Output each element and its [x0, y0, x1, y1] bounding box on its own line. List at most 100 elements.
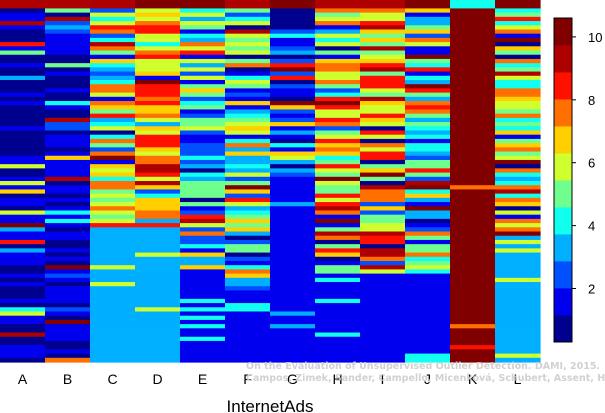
heatmap-cell: [135, 8, 181, 14]
heatmap-cell: [90, 105, 136, 111]
heatmap-cell: [360, 8, 406, 14]
heatmap-cell: [135, 319, 181, 325]
heatmap-cell: [315, 303, 361, 308]
heatmap-cell: [90, 67, 136, 73]
heatmap-cell: [225, 79, 271, 85]
heatmap-cell: [360, 185, 406, 191]
heatmap-cell: [270, 345, 316, 350]
heatmap-cell: [360, 239, 406, 245]
heatmap-cell: [360, 58, 406, 64]
heatmap-cell: [315, 159, 361, 165]
heatmap-cell: [180, 46, 226, 52]
heatmap-cell: [450, 96, 496, 102]
heatmap-cell: [495, 298, 541, 304]
heatmap-cell: [360, 231, 406, 237]
heatmap-cell: [225, 311, 271, 317]
heatmap-cell: [0, 67, 46, 73]
heatmap-cell: [270, 303, 316, 308]
heatmap-cell: [495, 164, 541, 169]
heatmap-cell: [0, 290, 46, 296]
heatmap-cell: [90, 252, 136, 258]
heatmap-cell: [360, 134, 406, 140]
heatmap-cell: [360, 159, 406, 165]
heatmap-cell: [0, 113, 46, 119]
heatmap-cell: [270, 126, 316, 132]
heatmap-cell: [360, 227, 406, 233]
heatmap-cell: [0, 340, 46, 346]
heatmap-cell: [135, 223, 181, 228]
heatmap-cell: [495, 319, 541, 325]
heatmap-cell: [225, 345, 271, 350]
heatmap-cell: [45, 214, 91, 220]
heatmap-cell: [135, 256, 181, 262]
heatmap-cell: [0, 138, 46, 144]
heatmap-cell: [450, 88, 496, 94]
heatmap-cell: [450, 227, 496, 233]
heatmap-cell: [180, 122, 226, 127]
heatmap-cell: [360, 181, 406, 186]
heatmap-cell: [45, 303, 91, 308]
heatmap-cell: [450, 218, 496, 224]
heatmap-cell: [270, 227, 316, 233]
heatmap-cell: [90, 122, 136, 127]
heatmap-cell: [0, 244, 46, 249]
heatmap-cell: [225, 33, 271, 39]
heatmap-cell: [225, 269, 271, 275]
heatmap-cell: [45, 75, 91, 81]
heatmap-cell: [315, 75, 361, 81]
heatmap-cell: [225, 147, 271, 153]
heatmap-cell: [360, 96, 406, 102]
heatmap-cell: [405, 294, 451, 300]
heatmap-cell: [90, 63, 136, 68]
heatmap-cell: [135, 189, 181, 195]
heatmap-cell: [360, 340, 406, 346]
heatmap-cell: [45, 273, 91, 279]
heatmap-cell: [180, 193, 226, 199]
heatmap-cell: [360, 92, 406, 98]
heatmap-cell: [450, 164, 496, 169]
heatmap-cell: [360, 269, 406, 275]
heatmap-cell: [225, 185, 271, 191]
heatmap-cell: [450, 37, 496, 43]
heatmap-cell: [45, 223, 91, 228]
heatmap-cell: [495, 349, 541, 355]
heatmap-cell: [360, 277, 406, 283]
heatmap-cell: [90, 126, 136, 132]
heatmap-cell: [315, 143, 361, 148]
heatmap-cell: [270, 159, 316, 165]
heatmap-cell: [0, 147, 46, 153]
heatmap-cell: [270, 92, 316, 98]
heatmap-cell: [495, 265, 541, 270]
watermark-line-2: Campos, Zimek, Sander, Campello, Micenko…: [246, 373, 605, 384]
heatmap-cell: [225, 235, 271, 241]
heatmap-cell: [180, 37, 226, 43]
heatmap-cell: [135, 206, 181, 212]
heatmap-cell: [315, 67, 361, 73]
heatmap-cell: [450, 202, 496, 207]
heatmap-cell: [405, 345, 451, 350]
heatmap-cell: [450, 328, 496, 334]
heatmap-cell: [270, 256, 316, 262]
heatmap-cell: [45, 143, 91, 148]
heatmap-cell: [0, 58, 46, 64]
colorbar-tick-labels: 2 4 6 8 10: [572, 30, 602, 297]
heatmap-cell: [405, 248, 451, 254]
heatmap-cell: [315, 25, 361, 31]
heatmap-cell: [135, 0, 181, 5]
x-tick-label: F: [243, 371, 252, 387]
heatmap-cell: [405, 96, 451, 102]
heatmap-cell: [450, 63, 496, 68]
heatmap-cell: [135, 29, 181, 35]
heatmap-cell: [225, 349, 271, 355]
heatmap-cell: [135, 324, 181, 329]
heatmap-cell: [180, 311, 226, 317]
heatmap-cell: [495, 147, 541, 153]
heatmap-cell: [180, 349, 226, 355]
heatmap-cell: [450, 138, 496, 144]
heatmap-cell: [0, 294, 46, 300]
heatmap-cell: [180, 151, 226, 157]
heatmap-cell: [0, 181, 46, 186]
heatmap-cell: [45, 277, 91, 283]
heatmap-cell: [135, 46, 181, 52]
heatmap-cell: [360, 143, 406, 148]
